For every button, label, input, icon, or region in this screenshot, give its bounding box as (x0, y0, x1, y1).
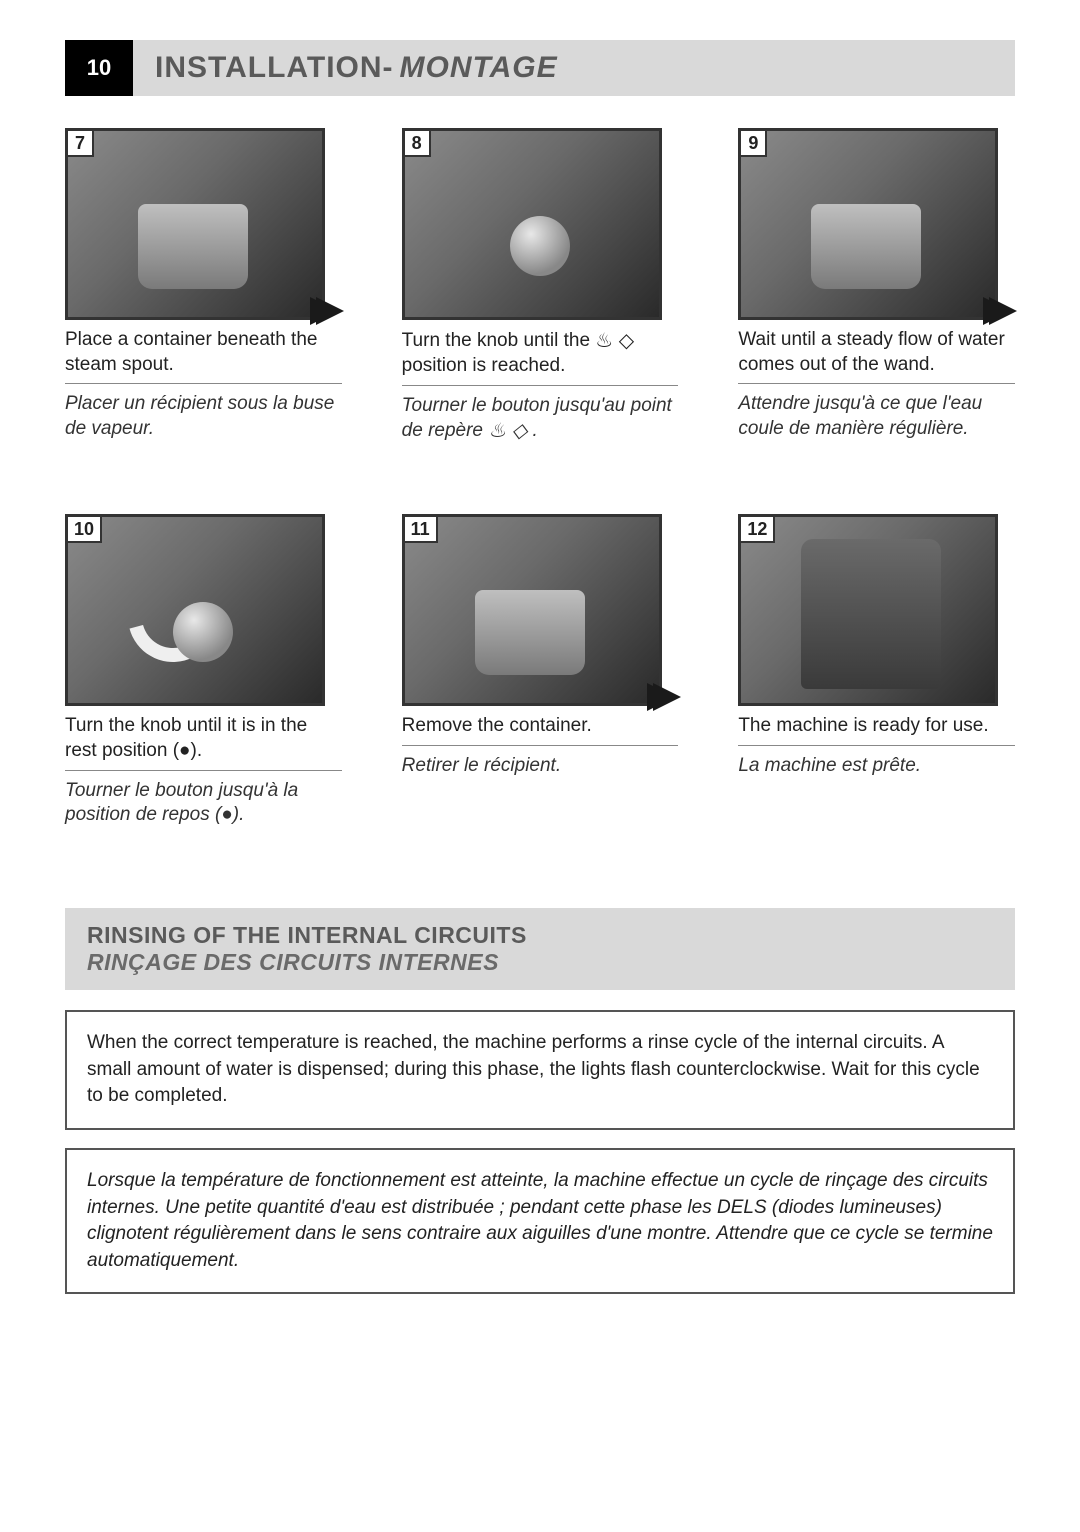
step-caption-fr: Attendre jusqu'à ce que l'eau coule de m… (738, 392, 1015, 441)
step: 7 Place a container beneath the steam sp… (65, 128, 342, 444)
arrow-icon (989, 297, 1017, 325)
arrow-icon (316, 297, 344, 325)
step-number: 7 (68, 131, 94, 157)
caption-text: position is reached. (402, 355, 566, 376)
title-en: INSTALLATION (155, 51, 383, 85)
step-caption-fr: Tourner le bouton jusqu'à la position de… (65, 779, 342, 828)
page-header: 10 INSTALLATION - MONTAGE (65, 40, 1015, 96)
step: 8 Turn the knob until the ♨ ◇ position i… (402, 128, 679, 444)
step-caption-fr: Retirer le récipient. (402, 754, 679, 779)
step-image: 7 (65, 128, 325, 320)
step-caption-en: Turn the knob until the ♨ ◇ position is … (402, 328, 679, 386)
step-caption-fr: Placer un récipient sous la buse de vape… (65, 392, 342, 441)
title-fr: MONTAGE (400, 51, 558, 85)
manual-page: 10 INSTALLATION - MONTAGE 7 Place a cont… (0, 0, 1080, 1372)
step: 11 Remove the container. Retirer le réci… (402, 514, 679, 828)
caption-text: . (532, 420, 537, 441)
step-image: 12 (738, 514, 998, 706)
title-sep: - (383, 51, 394, 85)
page-title: INSTALLATION - MONTAGE (133, 40, 1015, 96)
step-caption-en: Place a container beneath the steam spou… (65, 328, 342, 384)
step-caption-fr: Tourner le bouton jusqu'au point de repè… (402, 394, 679, 445)
step-caption-en: Wait until a steady flow of water comes … (738, 328, 1015, 384)
info-box-en: When the correct temperature is reached,… (65, 1010, 1015, 1130)
section-title-fr: RINÇAGE DES CIRCUITS INTERNES (87, 949, 993, 976)
step-caption-en: Remove the container. (402, 714, 679, 746)
arrow-icon (653, 683, 681, 711)
steam-icon: ♨ ◇ (488, 418, 527, 444)
info-box-fr: Lorsque la température de fonctionnement… (65, 1148, 1015, 1294)
step: 9 Wait until a steady flow of water come… (738, 128, 1015, 444)
step-number: 10 (68, 517, 102, 543)
step-number: 12 (741, 517, 775, 543)
step-number: 9 (741, 131, 767, 157)
steps-grid: 7 Place a container beneath the steam sp… (65, 128, 1015, 828)
caption-text: Turn the knob until the (402, 330, 596, 351)
step-caption-en: Turn the knob until it is in the rest po… (65, 714, 342, 770)
section-header: RINSING OF THE INTERNAL CIRCUITS RINÇAGE… (65, 908, 1015, 990)
step-number: 11 (405, 517, 438, 543)
page-number: 10 (65, 40, 133, 96)
step-number: 8 (405, 131, 431, 157)
step: 12 The machine is ready for use. La mach… (738, 514, 1015, 828)
steam-icon: ♨ ◇ (595, 328, 634, 354)
rotate-arrow-icon (112, 556, 235, 679)
step-image: 11 (402, 514, 662, 706)
section-title-en: RINSING OF THE INTERNAL CIRCUITS (87, 922, 993, 949)
step-caption-en: The machine is ready for use. (738, 714, 1015, 746)
step-image: 9 (738, 128, 998, 320)
step: 10 Turn the knob until it is in the rest… (65, 514, 342, 828)
step-image: 8 (402, 128, 662, 320)
step-caption-fr: La machine est prête. (738, 754, 1015, 779)
step-image: 10 (65, 514, 325, 706)
